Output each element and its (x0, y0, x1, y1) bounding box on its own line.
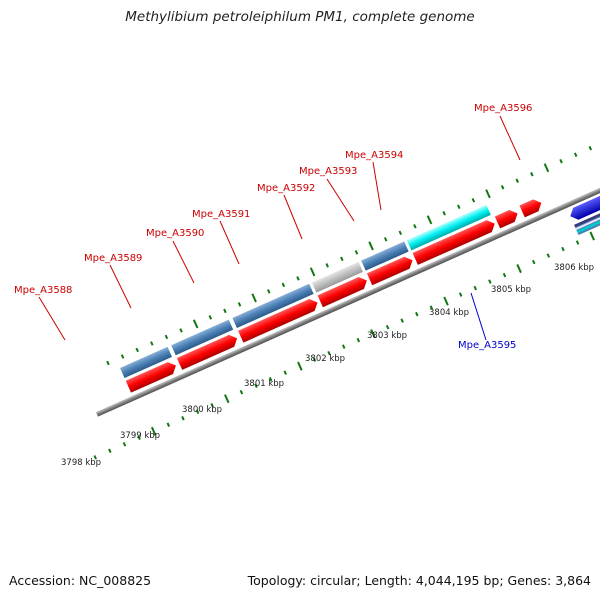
cds-arrow-A3593[interactable] (494, 208, 520, 229)
ruler-label-3800: 3800 kbp (182, 405, 222, 415)
gene-label-A3596[interactable]: Mpe_A3596 (474, 103, 532, 114)
map-title: Methylibium petroleiphilum PM1, complete… (125, 9, 475, 25)
cds-arrow-A3588[interactable] (176, 332, 240, 370)
forward-cds-track (125, 197, 543, 393)
gene-label-A3589[interactable]: Mpe_A3589 (84, 253, 142, 264)
ruler-label-3804: 3804 kbp (429, 308, 469, 318)
feature-track (120, 204, 491, 379)
gene-label-A3593[interactable]: Mpe_A3593 (299, 166, 357, 177)
gene-feature-A3592[interactable] (406, 204, 491, 251)
cds-arrow-A3587[interactable] (125, 360, 179, 393)
ruler-label-3798: 3798 kbp (61, 458, 101, 468)
ruler-label-3803: 3803 kbp (367, 331, 407, 341)
cds-arrow-A3591[interactable] (366, 254, 415, 286)
gene-label-A3594[interactable]: Mpe_A3594 (345, 150, 403, 161)
cds-arrow-A3590[interactable] (317, 275, 370, 308)
gene-label-A3592[interactable]: Mpe_A3592 (257, 183, 315, 194)
gene-label-A3591[interactable]: Mpe_A3591 (192, 209, 250, 220)
gene-label-A3588[interactable]: Mpe_A3588 (14, 285, 72, 296)
cds-arrow-A3594[interactable] (519, 197, 543, 218)
gene-feature-A3589[interactable] (232, 283, 314, 329)
gene-feature-A3588[interactable] (171, 319, 234, 356)
ruler-label-3806: 3806 kbp (554, 263, 594, 273)
genome-summary-text: Topology: circular; Length: 4,044,195 bp… (247, 573, 591, 588)
gene-feature-A3591[interactable] (361, 241, 409, 271)
cds-arrow-A3589[interactable] (238, 297, 320, 343)
ruler-tick-row (93, 231, 595, 460)
ruler-label-3801: 3801 kbp (244, 379, 284, 389)
cds-arrow-A3592[interactable] (412, 218, 498, 265)
gene-stripe-mid (575, 194, 600, 230)
gene-feature-A3587[interactable] (120, 346, 173, 379)
label-leader-lines (38, 115, 521, 341)
gene-feature-A3590[interactable] (311, 261, 363, 293)
gene-label-A3595[interactable]: Mpe_A3595 (458, 340, 516, 351)
cds-arrow-A3595-reverse[interactable] (568, 176, 600, 222)
ruler-label-3802: 3802 kbp (305, 354, 345, 364)
gene-track-tick-row (106, 145, 593, 366)
genome-backbone (95, 86, 600, 417)
gene-stripe-top (574, 191, 600, 228)
gene-label-A3590[interactable]: Mpe_A3590 (146, 228, 204, 239)
reverse-cds-track (568, 176, 600, 235)
gene-stripe-bottom (576, 197, 600, 234)
accession-text: Accession: NC_008825 (9, 573, 152, 588)
ruler-label-3799: 3799 kbp (120, 431, 160, 441)
ruler-label-3805: 3805 kbp (491, 285, 531, 295)
